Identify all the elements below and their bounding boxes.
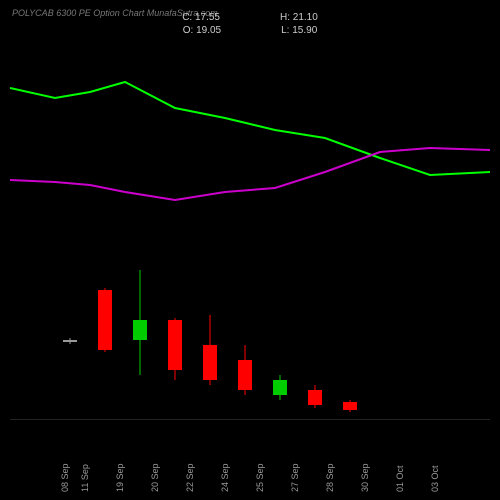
low-value: L: 15.90 <box>281 25 317 36</box>
x-tick-label: 30 Sep <box>360 463 370 492</box>
x-tick-label: 01 Oct <box>395 465 405 492</box>
close-value: C: 17.55 <box>182 12 220 23</box>
x-tick-label: 11 Sep <box>80 464 90 492</box>
high-value: H: 21.10 <box>280 12 318 23</box>
ohlc-readout: C: 17.55 H: 21.10 O: 19.05 L: 15.90 <box>0 12 500 38</box>
x-tick-label: 25 Sep <box>255 463 265 492</box>
chart-svg <box>10 40 490 420</box>
option-chart: POLYCAB 6300 PE Option Chart MunafaSutra… <box>0 0 500 500</box>
x-tick-label: 24 Sep <box>220 463 230 492</box>
x-tick-label: 19 Sep <box>115 463 125 492</box>
x-tick-label: 20 Sep <box>150 463 160 492</box>
x-tick-label: 22 Sep <box>185 463 195 492</box>
x-tick-label: 08 Sep <box>60 463 70 492</box>
open-value: O: 19.05 <box>183 25 221 36</box>
x-axis-labels: 08 Sep 11 Sep 19 Sep 20 Sep 22 Sep 24 Sep 25 S… <box>10 432 490 492</box>
x-tick-label: 03 Oct <box>430 465 440 492</box>
x-tick-label: 28 Sep <box>325 463 335 492</box>
plot-area <box>10 40 490 420</box>
x-tick-label: 27 Sep <box>290 463 300 492</box>
